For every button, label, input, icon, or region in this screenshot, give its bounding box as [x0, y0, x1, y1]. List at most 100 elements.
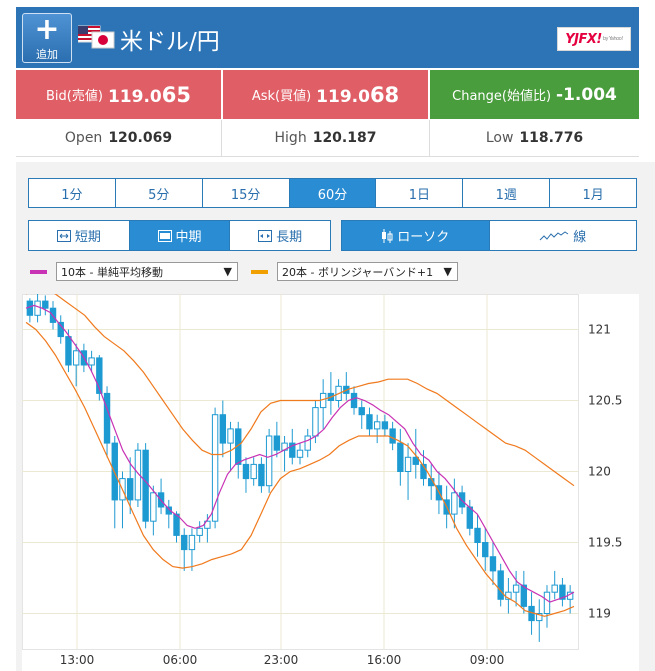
ask-value: 119.068	[316, 82, 400, 107]
ask-label: Ask(買値)	[251, 89, 312, 104]
candle-body	[219, 414, 227, 444]
candle-body	[42, 300, 49, 309]
y-tick-label: 121	[588, 323, 611, 337]
bollinger-color-swatch	[251, 270, 268, 274]
candlestick-button[interactable]: ローソク	[342, 221, 490, 250]
candle-body	[512, 584, 520, 593]
x-tick-label: 13:00	[60, 653, 95, 667]
candle-body	[389, 428, 396, 444]
candle-body	[204, 520, 211, 529]
open-value: 120.069	[108, 130, 173, 146]
candle-body	[273, 435, 281, 451]
candle-body	[289, 442, 296, 458]
bollinger-upper-line	[26, 294, 575, 487]
candle-body	[373, 421, 381, 430]
low-label: Low	[485, 130, 514, 146]
short-period-icon	[56, 229, 71, 242]
sma-color-swatch	[30, 270, 47, 274]
candle-body	[497, 570, 504, 600]
candle-body	[482, 542, 489, 558]
price-chart[interactable]: 121 120.5 120 119.5 119 13:00 06:00 23:00 16:00 0…	[22, 294, 639, 671]
candle-body	[88, 357, 95, 366]
candle-body	[474, 527, 481, 544]
candle-body	[173, 513, 180, 536]
open-stat: Open 120.069	[16, 120, 222, 157]
open-label: Open	[64, 130, 103, 146]
change-quote: Change(始値比) -1.004	[430, 70, 639, 119]
candle-body	[381, 421, 389, 430]
candle-body	[103, 392, 111, 444]
tab-1min[interactable]: 1分	[29, 179, 116, 207]
period-long-button[interactable]: 長期	[230, 221, 330, 250]
candle-body	[126, 478, 134, 501]
period-short-button[interactable]: 短期	[29, 221, 130, 250]
candle-body	[312, 407, 319, 437]
candle-body	[26, 300, 34, 316]
x-tick-label: 09:00	[470, 653, 505, 667]
x-tick-label: 06:00	[163, 653, 198, 667]
candle-body	[242, 463, 250, 480]
tab-1month[interactable]: 1月	[582, 187, 604, 203]
y-tick-label: 119.5	[588, 536, 622, 550]
candle-body	[258, 463, 265, 487]
candle-body	[536, 613, 543, 622]
change-value: -1.004	[556, 84, 617, 105]
high-value: 120.187	[312, 130, 377, 146]
candle-body	[350, 392, 358, 409]
candle-body	[196, 527, 203, 536]
y-tick-label: 120	[588, 465, 611, 479]
low-value: 118.776	[519, 130, 584, 146]
candle-body	[366, 414, 373, 430]
line-chart-button[interactable]: 線	[490, 221, 637, 250]
candle-body	[489, 556, 497, 572]
x-tick-label: 16:00	[367, 653, 402, 667]
candle-body	[250, 463, 257, 480]
add-button[interactable]: + 追加	[22, 13, 72, 63]
chevron-down-icon: ▼	[443, 265, 452, 278]
bid-value: 119.065	[107, 82, 191, 107]
add-button-label: 追加	[36, 48, 58, 61]
tab-15min[interactable]: 15分	[203, 179, 290, 207]
plus-icon: +	[34, 12, 60, 47]
candle-body	[304, 435, 311, 451]
bid-label: Bid(売値)	[46, 89, 103, 104]
candle-body	[358, 407, 365, 416]
candle-body	[543, 591, 551, 615]
candle-body	[96, 357, 103, 394]
candle-body	[211, 414, 219, 522]
candle-body	[150, 492, 157, 522]
tab-1week[interactable]: 1週	[463, 179, 551, 207]
y-tick-label: 119	[588, 607, 611, 621]
candle-body	[181, 534, 188, 551]
y-tick-label: 120.5	[588, 394, 622, 408]
bollinger-select[interactable]: 20本 - ボリンジャーバンド+1 ▼	[277, 262, 458, 281]
candle-body	[165, 506, 172, 515]
period-mid-button[interactable]: 中期	[129, 221, 231, 250]
tab-60min[interactable]: 60分	[289, 179, 377, 207]
broker-logo: YJFX! by Yahoo!	[557, 27, 631, 51]
candle-body	[111, 442, 118, 501]
change-label: Change(始値比)	[452, 89, 552, 104]
candle-body	[65, 336, 72, 366]
sma-line	[25, 304, 575, 603]
timeframe-tabs: 1分 5分 15分 60分 1日 1週 1月	[28, 178, 637, 208]
candle-body	[505, 591, 512, 600]
candle-body	[265, 435, 273, 487]
pair-title: 米ドル/円	[120, 29, 220, 55]
chevron-down-icon: ▼	[223, 265, 232, 278]
candle-body	[296, 449, 304, 458]
candlestick-icon	[382, 228, 393, 243]
sma-select[interactable]: 10本 - 単純平均移動 ▼	[56, 262, 238, 281]
ask-quote: Ask(買値) 119.068	[223, 70, 428, 119]
candle-body	[551, 584, 558, 593]
candle-body	[404, 456, 412, 473]
candle-body	[559, 584, 566, 600]
candle-body	[57, 321, 64, 338]
chart-type-selector: ローソク 線	[341, 220, 637, 251]
mid-period-icon	[157, 229, 172, 242]
usd-jpy-flag-icon	[78, 25, 115, 49]
candle-body	[227, 428, 234, 444]
line-chart-icon	[539, 230, 569, 240]
tab-5min[interactable]: 5分	[116, 179, 203, 207]
tab-1day[interactable]: 1日	[376, 179, 464, 207]
